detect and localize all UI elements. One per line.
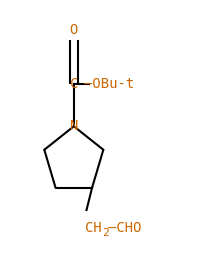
Text: 2: 2 <box>102 228 109 238</box>
Text: N: N <box>70 119 78 133</box>
Text: CH: CH <box>85 221 102 235</box>
Text: C: C <box>70 77 78 92</box>
Text: —OBu-t: —OBu-t <box>84 77 134 92</box>
Text: O: O <box>70 23 78 37</box>
Text: —CHO: —CHO <box>108 221 142 235</box>
